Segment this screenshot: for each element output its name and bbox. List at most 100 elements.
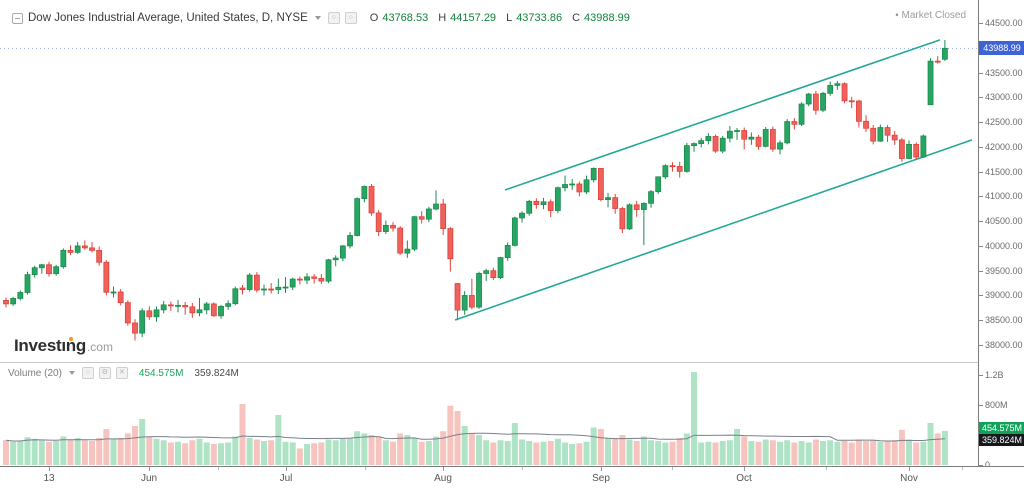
volume-bar: [669, 441, 676, 465]
candle-body: [705, 136, 712, 142]
volume-bar: [160, 440, 167, 465]
candle-body: [110, 291, 117, 294]
candle-body: [906, 143, 912, 159]
candle-body: [748, 136, 755, 140]
volume-bar: [791, 442, 798, 465]
candle-body: [597, 167, 604, 201]
candle-body: [461, 295, 468, 311]
candle-body: [562, 184, 568, 189]
volume-bar: [103, 429, 110, 465]
candle-body: [318, 277, 325, 282]
candle-body: [132, 322, 138, 334]
volume-bar: [425, 441, 432, 465]
collapse-pane-icon[interactable]: [12, 12, 23, 24]
volume-bar: [762, 439, 769, 465]
settings-icon[interactable]: ○: [344, 12, 357, 24]
volume-bar: [497, 440, 504, 465]
volume-bar: [511, 423, 518, 465]
volume-bar: [124, 433, 131, 465]
candle-body: [855, 100, 862, 122]
volume-bar: [827, 440, 834, 465]
market-status: • Market Closed: [895, 10, 966, 21]
candle-body: [784, 121, 791, 144]
chart-canvas[interactable]: [0, 0, 978, 466]
channel-upper[interactable]: [504, 39, 941, 191]
price-axis-label: 38500.00: [979, 315, 1023, 326]
volume-bar: [533, 442, 540, 465]
candle-body: [332, 257, 339, 261]
volume-bar: [210, 444, 217, 465]
candle-body: [612, 197, 619, 209]
price-axis[interactable]: 44500.00 43500.00 43000.00 42500.00 42000.00…: [978, 0, 1024, 470]
candle-body: [38, 264, 45, 269]
hide-icon[interactable]: ○: [81, 367, 94, 379]
volume-bar: [812, 439, 819, 465]
candle-body: [712, 136, 719, 152]
volume-bar: [382, 440, 389, 465]
close-icon[interactable]: ✕: [115, 367, 128, 379]
candle-body: [490, 270, 497, 279]
volume-bar: [10, 441, 17, 465]
candle-body: [411, 216, 418, 250]
open-value: 43768.53: [382, 12, 429, 24]
candle-body: [468, 295, 475, 308]
volume-current-tag: 454.575M: [979, 422, 1024, 434]
volume-bar: [468, 433, 475, 465]
volume-indicator-label[interactable]: Volume (20): [8, 367, 62, 379]
candle-body: [60, 249, 67, 268]
volume-bar: [777, 441, 784, 465]
volume-bar: [934, 433, 941, 465]
volume-ma-value: 359.824M: [194, 367, 239, 379]
open-label: O: [369, 12, 379, 24]
volume-bar: [239, 404, 246, 465]
volume-bar: [848, 442, 855, 465]
volume-bar: [404, 435, 411, 465]
time-axis[interactable]: 13 Jun Jul Aug Sep Oct Nov: [0, 466, 1024, 488]
candle-body: [898, 139, 905, 159]
ohlc-values: O 43768.53 H 44157.29 L 43733.86 C 43988…: [370, 12, 636, 24]
time-axis-label: Aug: [434, 473, 452, 484]
candle-body: [46, 264, 52, 275]
volume-bar: [24, 437, 31, 465]
candle-body: [913, 143, 920, 158]
candle-body: [31, 267, 38, 276]
volume-bar: [139, 419, 146, 465]
volume-bar: [31, 438, 38, 465]
time-axis-tick: [443, 467, 444, 471]
market-status-text: Market Closed: [901, 10, 966, 21]
channel-lower[interactable]: [454, 139, 973, 321]
candle-body: [196, 309, 203, 314]
volume-axis-label: 800M: [979, 400, 1008, 410]
candle-body: [124, 302, 131, 324]
candle-body: [841, 83, 848, 102]
candle-body: [870, 127, 877, 142]
candle-body: [160, 304, 167, 311]
settings-icon[interactable]: ⚙: [98, 367, 111, 379]
time-axis-minor-tick: [672, 467, 673, 470]
candle-body: [239, 287, 246, 290]
candle-body: [182, 304, 189, 308]
price-axis-label: 41500.00: [979, 166, 1023, 177]
candle-body: [175, 304, 181, 307]
candle-body: [719, 137, 726, 152]
candle-body: [282, 286, 289, 289]
chevron-down-icon[interactable]: [314, 16, 321, 20]
candle-body: [325, 259, 332, 282]
volume-bar: [526, 441, 533, 465]
volume-bar: [167, 442, 174, 465]
symbol-title[interactable]: Dow Jones Industrial Average, United Sta…: [28, 12, 308, 24]
time-axis-minor-tick: [962, 467, 963, 470]
hide-icon[interactable]: ○: [327, 12, 340, 24]
candle-body: [483, 270, 490, 274]
volume-bar: [576, 443, 583, 465]
candle-body: [167, 304, 174, 307]
chevron-down-icon[interactable]: [68, 371, 75, 375]
volume-bar: [755, 441, 762, 465]
volume-bar: [590, 427, 597, 465]
volume-bar: [834, 441, 841, 465]
volume-bar: [253, 439, 260, 465]
candle-body: [834, 83, 841, 86]
investing-logo[interactable]: Investıng .com: [14, 336, 113, 356]
volume-bar: [476, 435, 483, 465]
candle-body: [726, 130, 733, 139]
